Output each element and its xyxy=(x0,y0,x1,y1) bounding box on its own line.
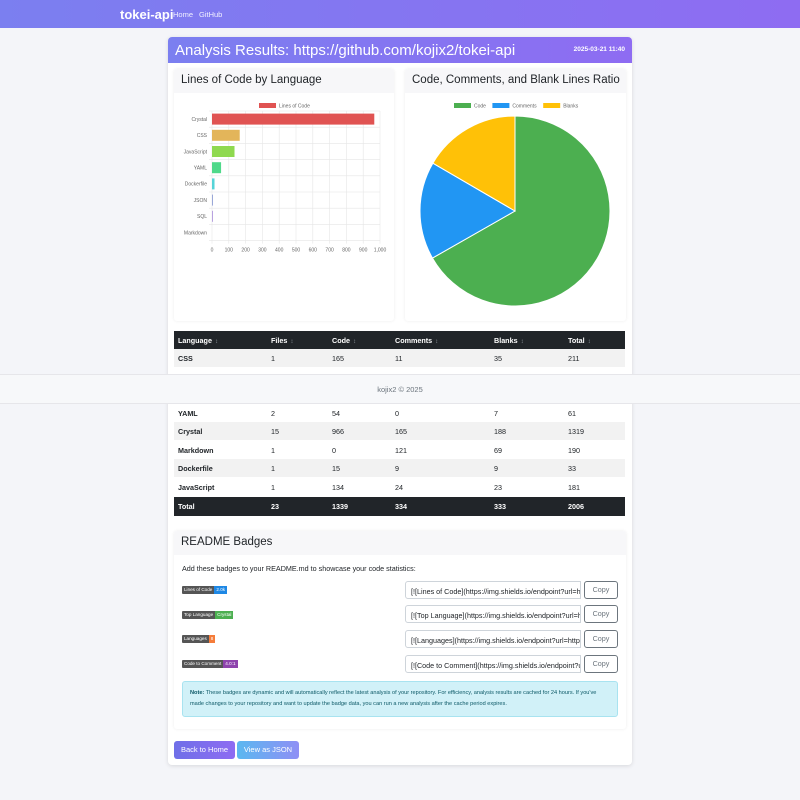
y-tick-label: CSS xyxy=(197,133,208,139)
table-row: JavaScript 1 134 24 23 181 xyxy=(178,483,580,492)
x-tick-label: 800 xyxy=(342,248,351,254)
y-tick-label: Markdown xyxy=(184,230,207,236)
badge-lines-of-code: Lines of Code 2.0k xyxy=(182,586,228,594)
legend-label: Lines of Code xyxy=(279,104,310,110)
analysis-date: 2025-03-21 11:40 xyxy=(573,46,625,53)
legend-label: Comments xyxy=(512,104,537,110)
sort-icon: ↕ xyxy=(214,339,218,345)
note-text: These badges are dynamic and will automa… xyxy=(190,690,597,707)
y-tick-label: YAML xyxy=(194,166,207,172)
footer-copyright: kojix2 © 2025 xyxy=(377,385,423,394)
copy-button[interactable]: Copy xyxy=(584,605,618,623)
legend-label: Blanks xyxy=(563,104,579,110)
badge-code-input[interactable]: [![Languages](https://img.shields.io/end… xyxy=(405,630,581,648)
nav-github-link[interactable]: GitHub xyxy=(199,10,223,19)
navbar: tokei-api Home GitHub xyxy=(0,0,800,28)
y-tick-label: JavaScript xyxy=(184,149,208,155)
bar-json xyxy=(212,194,213,206)
cache-note: Note: These badges are dynamic and will … xyxy=(182,681,618,717)
bar-sql xyxy=(212,210,213,222)
legend-swatch xyxy=(454,103,471,108)
badge-code-input[interactable]: [![Top Language](https://img.shields.io/… xyxy=(405,605,581,623)
page-title: Analysis Results: https://github.com/koj… xyxy=(175,42,516,59)
x-tick-label: 0 xyxy=(211,248,214,254)
x-tick-label: 100 xyxy=(225,248,234,254)
table-row: Dockerfile 1 15 9 9 33 xyxy=(174,459,625,477)
table-row: Markdown 1 0 121 69 190 xyxy=(178,446,580,455)
table-total-row: Total 23 1339 334 333 2006 xyxy=(174,497,625,516)
pie-chart: Code Comments Blanks xyxy=(419,103,611,307)
y-tick-label: SQL xyxy=(197,214,207,220)
pie-slice-blanks xyxy=(432,115,516,212)
nav-home-link[interactable]: Home xyxy=(173,10,194,19)
bar-crystal xyxy=(212,113,375,125)
pie-slice-code xyxy=(431,115,611,307)
legend-label: Code xyxy=(474,104,486,110)
note-label: Note: xyxy=(190,690,205,696)
y-tick-label: Dockerfile xyxy=(185,182,207,188)
pie-chart-title: Code, Comments, and Blank Lines Ratio xyxy=(412,74,620,86)
view-json-button[interactable]: View as JSON xyxy=(237,741,299,759)
copy-button[interactable]: Copy xyxy=(584,655,618,673)
footer: kojix2 © 2025 xyxy=(0,374,800,404)
bar-javascript xyxy=(212,146,235,157)
badges-title: README Badges xyxy=(181,536,273,548)
bar-yaml xyxy=(212,162,222,174)
badges-intro: Add these badges to your README.md to sh… xyxy=(182,564,416,573)
x-tick-label: 700 xyxy=(325,248,334,254)
badge-languages: Languages 8 xyxy=(182,635,216,643)
bar-chart: Lines of Code 0 100 200 300 400 500 600 700 800 90… xyxy=(184,103,387,254)
brand-link[interactable]: tokei-api xyxy=(120,7,174,22)
sort-icon: ↕ xyxy=(520,339,524,345)
x-tick-label: 200 xyxy=(241,248,250,254)
col-language-header[interactable]: Language ↕ xyxy=(178,336,218,345)
legend-swatch xyxy=(259,103,276,108)
col-total-header[interactable]: Total ↕ xyxy=(568,336,591,345)
col-comments-header[interactable]: Comments ↕ xyxy=(395,336,439,345)
copy-button[interactable]: Copy xyxy=(584,581,618,599)
x-tick-label: 500 xyxy=(292,248,301,254)
x-tick-label: 1,000 xyxy=(374,248,387,254)
col-blanks-header[interactable]: Blanks ↕ xyxy=(494,336,524,345)
badge-code-input[interactable]: [![Code to Comment](https://img.shields.… xyxy=(405,655,581,673)
sort-icon: ↕ xyxy=(290,339,294,345)
col-code-header[interactable]: Code ↕ xyxy=(332,336,356,345)
table-row: YAML 2 54 0 7 61 xyxy=(178,409,576,418)
table-row: CSS 1 165 11 35 211 xyxy=(174,349,625,367)
pie-slice-comments xyxy=(419,162,517,259)
x-tick-label: 900 xyxy=(359,248,368,254)
bar-css xyxy=(212,129,240,141)
badge-code-to-comment: Code to Comment 4.0:1 xyxy=(182,660,238,668)
y-tick-label: Crystal xyxy=(191,117,207,123)
table-header-row: Language ↕ Files ↕ Code ↕ Comments ↕ Blanks ↕… xyxy=(174,331,625,349)
legend-swatch xyxy=(492,103,510,108)
legend-swatch xyxy=(543,103,561,108)
badge-top-language: Top Language Crystal xyxy=(182,611,234,619)
x-tick-label: 300 xyxy=(258,248,267,254)
y-tick-label: JSON xyxy=(194,198,208,204)
sort-icon: ↕ xyxy=(587,339,591,345)
results-header: Analysis Results: https://github.com/koj… xyxy=(168,37,632,63)
bar-chart-title: Lines of Code by Language xyxy=(181,74,322,86)
sort-icon: ↕ xyxy=(435,339,439,345)
x-tick-label: 600 xyxy=(309,248,318,254)
x-tick-label: 400 xyxy=(275,248,284,254)
copy-button[interactable]: Copy xyxy=(584,630,618,648)
bar-dockerfile xyxy=(212,178,215,190)
back-home-button[interactable]: Back to Home xyxy=(174,741,235,759)
badge-code-input[interactable]: [![Lines of Code](https://img.shields.io… xyxy=(405,581,581,599)
col-files-header[interactable]: Files ↕ xyxy=(271,336,294,345)
sort-icon: ↕ xyxy=(352,339,356,345)
table-row: Crystal 15 966 165 188 1319 xyxy=(174,422,625,440)
